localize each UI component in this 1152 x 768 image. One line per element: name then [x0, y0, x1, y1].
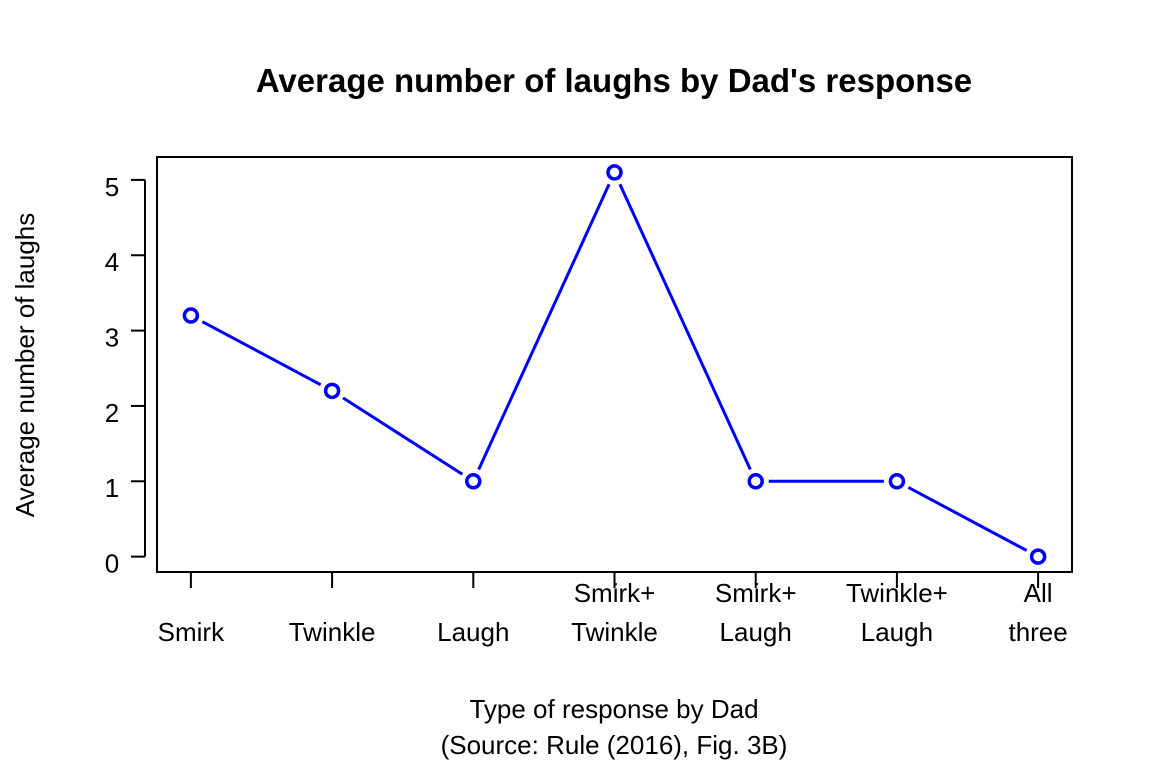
data-point [606, 164, 623, 181]
data-point [888, 473, 906, 490]
y-tick-label: 5 [105, 172, 119, 202]
y-tick-label: 1 [105, 473, 119, 503]
x-tick-label: Laugh [861, 617, 933, 647]
line-segment [907, 486, 1028, 552]
x-axis-title: Type of response by Dad [469, 694, 758, 724]
x-tick-label: Twinkle [289, 617, 376, 647]
x-tick-label: Twinkle+ [846, 578, 948, 608]
series-line [182, 164, 1047, 565]
chart-title: Average number of laughs by Dad's respon… [256, 62, 972, 99]
data-point [747, 473, 764, 490]
y-tick-label: 0 [105, 549, 119, 579]
x-tick-label: Smirk+ [574, 578, 656, 608]
x-tick-label: Smirk [158, 617, 225, 647]
line-segment [477, 183, 611, 471]
x-tick-label: Twinkle [571, 617, 658, 647]
y-tick-label: 3 [105, 322, 119, 352]
x-tick-label: All [1024, 578, 1053, 608]
data-point [323, 382, 341, 400]
y-tick-label: 2 [105, 398, 119, 428]
line-segment [201, 320, 322, 387]
x-axis: Smirk Twinkle Laugh Smirk+ Twinkle Smirk+ Laug… [158, 572, 1068, 647]
x-axis-source: (Source: Rule (2016), Fig. 3B) [441, 730, 788, 760]
data-point [1029, 548, 1047, 565]
x-tick-label: Laugh [437, 617, 509, 647]
data-point [465, 473, 482, 490]
y-axis-title: Average number of laughs [10, 213, 40, 518]
line-segment [618, 183, 752, 471]
x-tick-label: Smirk+ [715, 578, 797, 608]
plot-frame [156, 156, 1073, 573]
y-tick-label: 4 [105, 247, 119, 277]
y-axis: 0 1 2 3 4 5 [105, 172, 146, 579]
data-point [182, 307, 200, 324]
x-tick-label: three [1008, 617, 1067, 647]
x-tick-label: Laugh [720, 617, 792, 647]
line-segment [342, 396, 464, 476]
